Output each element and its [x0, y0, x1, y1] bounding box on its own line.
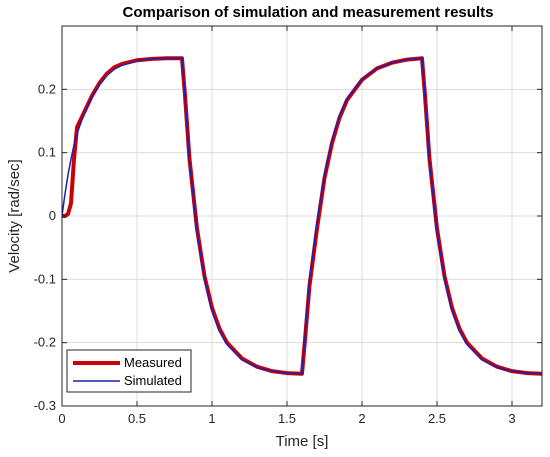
axis-ticks: 0 0.5 1 1.5 2 2.5 3 -0.3 -0.2 -0.1 0 0.1 0.2 [34, 26, 542, 426]
y-axis-label: Velocity [rad/sec] [6, 159, 23, 272]
x-tick-label: 1.5 [278, 411, 296, 426]
y-tick-label: 0.2 [38, 81, 56, 96]
y-tick-label: -0.1 [34, 271, 56, 286]
y-tick-label: -0.3 [34, 398, 56, 413]
y-tick-label: -0.2 [34, 335, 56, 350]
series-lines [62, 56, 542, 376]
legend: Measured Simulated [66, 349, 192, 393]
x-tick-label: 2.5 [428, 411, 446, 426]
x-axis-label: Time [s] [276, 433, 329, 450]
x-tick-label: 1 [208, 411, 215, 426]
series-line-simulated [62, 57, 542, 375]
x-tick-label: 2 [358, 411, 365, 426]
x-tick-label: 0 [58, 411, 65, 426]
x-tick-label: 0.5 [128, 411, 146, 426]
y-tick-label: 0.1 [38, 145, 56, 160]
chart-title: Comparison of simulation and measurement… [123, 4, 494, 21]
x-tick-label: 3 [508, 411, 515, 426]
legend-label-measured: Measured [124, 355, 182, 370]
legend-label-simulated: Simulated [124, 373, 182, 388]
legend-box [66, 349, 192, 393]
y-tick-label: 0 [49, 208, 56, 223]
